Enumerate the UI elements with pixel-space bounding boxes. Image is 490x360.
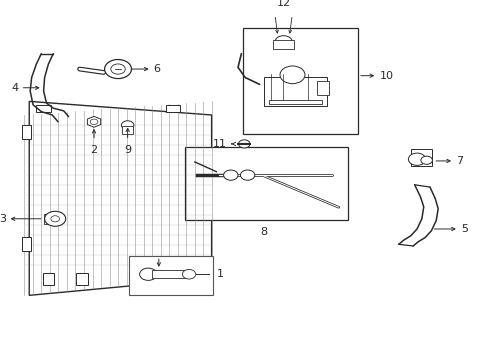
Polygon shape [87, 116, 100, 127]
Bar [152, 270, 187, 278]
Circle shape [140, 268, 157, 280]
Text: 6: 6 [153, 64, 160, 74]
Circle shape [182, 270, 196, 279]
Circle shape [104, 59, 131, 78]
Bar [185, 147, 348, 220]
Circle shape [408, 153, 426, 165]
Bar [411, 149, 432, 166]
Bar [273, 40, 294, 49]
Text: 12: 12 [276, 0, 291, 8]
Circle shape [111, 64, 125, 74]
Circle shape [421, 156, 432, 164]
Circle shape [241, 170, 255, 180]
Circle shape [45, 211, 66, 226]
Circle shape [90, 119, 98, 125]
Text: 9: 9 [124, 145, 131, 155]
Bar [166, 105, 180, 112]
Text: 10: 10 [380, 71, 393, 81]
Bar [22, 125, 31, 139]
Bar [265, 77, 327, 107]
Circle shape [239, 140, 250, 148]
Circle shape [275, 36, 292, 48]
Bar [22, 238, 31, 251]
Bar [76, 273, 88, 285]
Text: 8: 8 [260, 228, 267, 237]
Circle shape [122, 121, 134, 130]
Bar [317, 81, 329, 95]
Text: 7: 7 [456, 156, 464, 166]
Bar [182, 273, 194, 285]
Bar [36, 105, 51, 112]
Text: 1: 1 [217, 269, 224, 279]
Bar [44, 214, 51, 224]
Circle shape [280, 66, 305, 84]
Text: 11: 11 [213, 139, 227, 149]
Bar [243, 28, 358, 134]
Bar [122, 126, 133, 134]
Text: 5: 5 [461, 224, 468, 234]
Text: 2: 2 [91, 145, 98, 155]
Circle shape [51, 216, 59, 222]
Bar [43, 273, 54, 285]
Bar [129, 256, 213, 295]
Polygon shape [29, 102, 212, 295]
Text: 4: 4 [12, 83, 19, 93]
Circle shape [223, 170, 238, 180]
Bar [269, 100, 322, 104]
Text: 3: 3 [0, 214, 6, 224]
